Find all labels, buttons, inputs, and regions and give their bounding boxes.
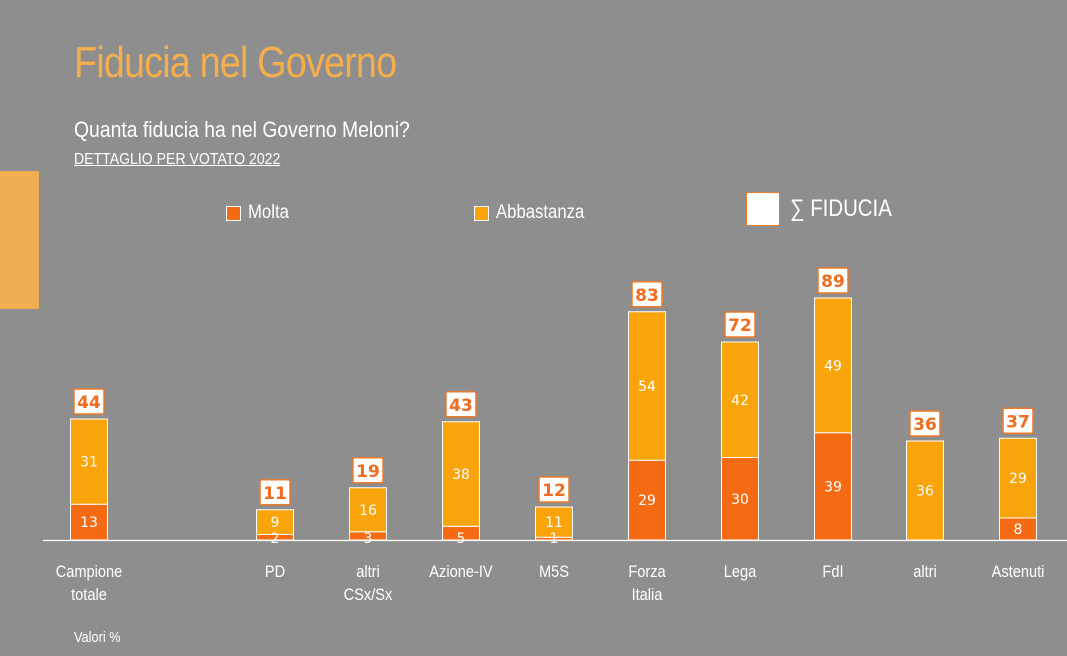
legend-swatch-abbastanza	[474, 205, 489, 221]
bar-abbastanza	[628, 311, 666, 461]
data-label-abbastanza: 29	[1009, 471, 1027, 487]
data-label-abbastanza: 11	[545, 515, 563, 531]
total-box	[631, 281, 663, 308]
category-label: M5S	[539, 563, 569, 581]
total-box	[445, 391, 477, 418]
footnote: Valori %	[74, 629, 121, 646]
data-label-molta: 1	[550, 531, 559, 547]
total-label: 44	[77, 393, 101, 413]
bar-abbastanza	[721, 341, 759, 458]
legend-swatch-molta	[226, 205, 241, 221]
page-title: Fiducia nel Governo	[74, 38, 397, 87]
category-label: Astenuti	[992, 563, 1045, 581]
total-box	[1002, 407, 1034, 434]
total-label: 83	[635, 286, 659, 306]
total-label: 89	[821, 272, 845, 292]
total-label: 37	[1006, 412, 1030, 432]
data-label-molta: 13	[80, 515, 98, 531]
side-accent-tab	[0, 171, 39, 309]
legend-label-total: ∑ FIDUCIA	[790, 195, 892, 222]
total-box	[73, 388, 105, 415]
chart-subheading: DETTAGLIO PER VOTATO 2022	[74, 151, 281, 168]
data-label-molta: 2	[271, 531, 280, 547]
total-label: 43	[449, 396, 473, 416]
data-label-molta: 39	[824, 479, 842, 495]
bar-molta	[721, 457, 759, 541]
data-label-abbastanza: 16	[359, 503, 377, 519]
legend-total-box	[746, 192, 780, 226]
total-box	[259, 479, 291, 506]
total-box	[817, 267, 849, 294]
total-label: 72	[728, 316, 752, 336]
total-label: 19	[356, 462, 380, 482]
total-box	[909, 410, 941, 437]
bar-molta	[70, 503, 108, 541]
data-label-molta: 3	[364, 531, 373, 547]
legend-item-abbastanza: Abbastanza	[474, 202, 596, 224]
bar-abbastanza	[349, 487, 387, 533]
data-label-molta: 30	[731, 492, 749, 508]
data-label-abbastanza: 54	[638, 379, 656, 395]
category-label: totale	[71, 586, 107, 604]
chart-subtitle: Quanta fiducia ha nel Governo Meloni?	[74, 117, 410, 142]
data-label-abbastanza: 49	[824, 358, 842, 374]
total-label: 11	[263, 484, 287, 504]
data-label-abbastanza: 31	[80, 455, 98, 471]
legend-item-total: ∑ FIDUCIA	[746, 192, 910, 226]
bar-abbastanza	[256, 509, 294, 535]
category-label: Lega	[724, 563, 757, 581]
data-label-abbastanza: 42	[731, 393, 749, 409]
bar-abbastanza	[906, 440, 944, 541]
data-label-molta: 8	[1014, 522, 1023, 538]
bar-abbastanza	[70, 418, 108, 505]
bar-abbastanza	[814, 297, 852, 434]
category-label: PD	[265, 563, 285, 581]
bar-molta	[628, 459, 666, 541]
category-label: Azione-IV	[429, 563, 493, 581]
data-label-molta: 5	[457, 531, 466, 547]
category-label: altri	[356, 563, 380, 581]
bar-abbastanza	[999, 437, 1037, 519]
bar-abbastanza	[442, 421, 480, 527]
category-label: Campione	[56, 563, 123, 581]
legend-label-molta: Molta	[248, 202, 289, 223]
category-label: Italia	[632, 586, 663, 604]
data-label-abbastanza: 36	[916, 484, 934, 500]
data-label-abbastanza: 38	[452, 467, 470, 483]
legend-item-molta: Molta	[226, 202, 294, 224]
legend-label-abbastanza: Abbastanza	[496, 202, 585, 223]
total-box	[538, 476, 570, 503]
total-box	[724, 311, 756, 338]
category-label: FdI	[822, 563, 843, 581]
data-label-molta: 29	[638, 493, 656, 509]
bar-abbastanza	[535, 506, 573, 538]
total-box	[352, 457, 384, 484]
category-label: Forza	[628, 563, 666, 581]
total-label: 36	[913, 415, 937, 435]
category-label: altri	[913, 563, 937, 581]
total-label: 12	[542, 481, 566, 501]
data-label-abbastanza: 9	[271, 515, 280, 531]
category-label: CSx/Sx	[344, 586, 393, 604]
